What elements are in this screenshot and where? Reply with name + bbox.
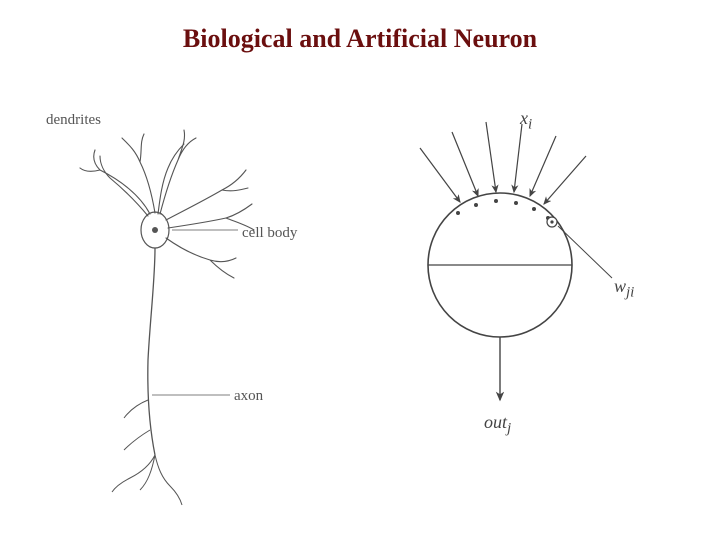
axon	[148, 248, 155, 455]
axon-terminal	[140, 455, 155, 490]
axon-terminal	[124, 400, 148, 418]
diagram-canvas	[0, 0, 720, 540]
dendrite	[100, 156, 148, 216]
axon-terminal	[112, 455, 155, 492]
dendrite	[122, 134, 155, 213]
dendrite	[168, 204, 254, 230]
input-dot	[532, 207, 536, 211]
input-arrow	[544, 156, 586, 204]
input-dot	[474, 203, 478, 207]
weight-marker-dot	[550, 220, 553, 223]
dendrite	[166, 170, 248, 220]
biological-neuron	[80, 130, 254, 505]
artificial-neuron	[420, 122, 612, 400]
input-arrow	[514, 124, 522, 192]
axon-terminal	[155, 455, 182, 505]
input-arrow	[530, 136, 556, 196]
axon-terminal	[124, 430, 150, 450]
nucleus	[152, 227, 158, 233]
input-arrow	[420, 148, 460, 202]
input-arrow	[486, 122, 496, 192]
dendrite	[166, 238, 236, 278]
input-arrow	[452, 132, 478, 196]
dendrite	[160, 130, 196, 214]
input-dot	[514, 201, 518, 205]
input-dot	[494, 199, 498, 203]
input-dot	[456, 211, 460, 215]
